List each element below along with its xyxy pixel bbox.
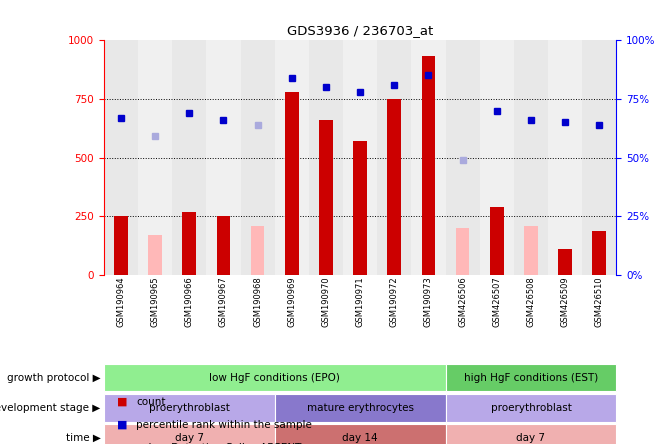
Bar (182, 212, 196, 275)
Bar (104, 40, 138, 275)
Text: ■: ■ (117, 420, 128, 430)
Bar (104, 424, 275, 444)
Bar (387, 99, 401, 275)
Bar (285, 92, 299, 275)
Bar (456, 228, 470, 275)
Text: value, Detection Call = ABSENT: value, Detection Call = ABSENT (136, 443, 302, 444)
Text: mature erythrocytes: mature erythrocytes (307, 403, 413, 413)
Bar (104, 364, 446, 392)
Text: count: count (136, 397, 165, 407)
Text: high HgF conditions (EST): high HgF conditions (EST) (464, 373, 598, 383)
Bar (275, 40, 309, 275)
Text: ■: ■ (117, 443, 128, 444)
Bar (377, 40, 411, 275)
Text: percentile rank within the sample: percentile rank within the sample (136, 420, 312, 430)
Bar (241, 40, 275, 275)
Bar (514, 40, 548, 275)
Bar (558, 250, 572, 275)
Bar (446, 364, 616, 392)
Bar (216, 217, 230, 275)
Bar (446, 40, 480, 275)
Bar (353, 141, 367, 275)
Bar (548, 40, 582, 275)
Bar (309, 40, 343, 275)
Bar (343, 40, 377, 275)
Bar (421, 56, 436, 275)
Bar (275, 424, 446, 444)
Bar (104, 394, 275, 422)
Bar (524, 226, 538, 275)
Bar (582, 40, 616, 275)
Bar (490, 207, 504, 275)
Text: development stage ▶: development stage ▶ (0, 403, 100, 413)
Bar (114, 217, 128, 275)
Text: day 7: day 7 (175, 433, 204, 443)
Bar (411, 40, 446, 275)
Bar (148, 235, 162, 275)
Text: time ▶: time ▶ (66, 433, 100, 443)
Text: day 14: day 14 (342, 433, 378, 443)
Text: proerythroblast: proerythroblast (490, 403, 572, 413)
Bar (446, 394, 616, 422)
Bar (251, 226, 265, 275)
Bar (138, 40, 172, 275)
Bar (172, 40, 206, 275)
Bar (275, 394, 446, 422)
Text: low HgF conditions (EPO): low HgF conditions (EPO) (209, 373, 340, 383)
Bar (592, 230, 606, 275)
Text: day 7: day 7 (517, 433, 545, 443)
Text: growth protocol ▶: growth protocol ▶ (7, 373, 100, 383)
Bar (319, 120, 333, 275)
Bar (446, 424, 616, 444)
Text: proerythroblast: proerythroblast (149, 403, 230, 413)
Title: GDS3936 / 236703_at: GDS3936 / 236703_at (287, 24, 433, 37)
Text: ■: ■ (117, 397, 128, 407)
Bar (206, 40, 241, 275)
Bar (480, 40, 514, 275)
